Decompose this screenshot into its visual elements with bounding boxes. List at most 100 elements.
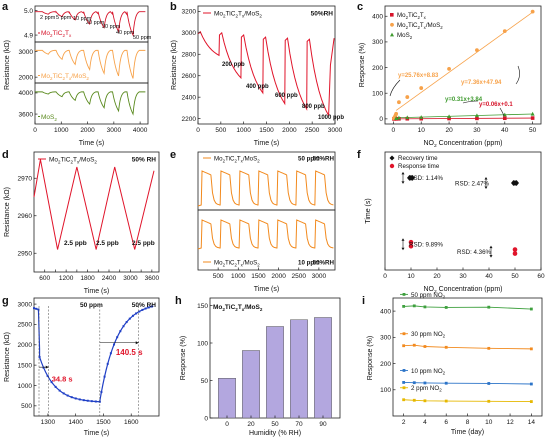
chart-title: Mo2TiC2Tx/MoS2 (213, 304, 263, 312)
y-tick-label: 100 (197, 340, 208, 347)
y-tick-label: 50 (201, 378, 209, 385)
interval-arrowhead (135, 341, 139, 345)
legend-marker (389, 163, 395, 169)
data-point (487, 399, 491, 403)
y-tick-label: 2000 (19, 74, 34, 81)
annotation-arrow (515, 65, 520, 85)
data-point (119, 330, 122, 333)
data-point (135, 312, 138, 315)
legend-text: 50 ppm NO (411, 292, 443, 299)
subscript-text: 2 (86, 76, 89, 81)
label-text: T (420, 12, 424, 19)
x-tick-label: 0 (196, 127, 200, 134)
data-point (444, 381, 448, 385)
x-axis-title: Time (s) (254, 140, 279, 147)
y-tick-label: 2500 (18, 322, 33, 329)
panel-letter: d (2, 149, 9, 161)
label-text: TiC (408, 12, 418, 19)
label-text: TiC (408, 22, 418, 29)
data-point (150, 305, 153, 308)
y-axis-title: Response (%) (359, 43, 366, 87)
concentration-label: 2.5 ppb (96, 240, 119, 247)
y-tick-label: 2960 (18, 213, 33, 220)
data-point (529, 307, 533, 311)
annotation-arrow (499, 107, 505, 117)
x-tick-label: 500 (213, 273, 224, 280)
label-text: T (420, 22, 424, 29)
data-point (46, 374, 49, 377)
x-tick-label: 30 (459, 273, 467, 280)
data-point (116, 336, 119, 339)
data-point (141, 308, 144, 311)
subscript-text: x (77, 160, 80, 165)
x-tick-label: 1600 (124, 419, 139, 426)
series-line (197, 30, 335, 118)
subscript-text: x (424, 25, 427, 30)
data-point (106, 362, 109, 365)
label-text: TiC (226, 11, 236, 18)
subscript-text: 2 (234, 263, 237, 268)
interval-arrowhead (45, 365, 49, 369)
subscript-text: 2 (439, 388, 442, 393)
x-tick-label: 2 (402, 419, 406, 426)
x-axis-title: NO2 Concentration (ppm) (424, 286, 503, 295)
x-tick-label: 1400 (68, 419, 83, 426)
y-tick-label: 100 (380, 387, 391, 394)
data-point (512, 251, 518, 256)
legend-label: MoS2 (397, 32, 413, 40)
rsd-arrowhead (489, 255, 493, 258)
condition-label: 50%RH (311, 11, 334, 18)
data-point (423, 305, 427, 309)
subscript-text: 2 (234, 159, 237, 164)
x-axis-title: Time (s) (254, 286, 279, 293)
concentration-label: 10 ppm (73, 16, 92, 22)
y-tick-label: 1000 (18, 383, 33, 390)
legend-label: 30 ppm NO2 (411, 331, 446, 339)
x-axis-title: Time (s) (79, 140, 104, 147)
data-point (70, 396, 73, 399)
bar (314, 317, 332, 419)
legend-marker (402, 292, 406, 296)
x-tick-label: 1500 (259, 127, 274, 134)
label-text: T (65, 30, 69, 37)
data-point (62, 392, 65, 395)
data-point (50, 381, 53, 384)
x-tick-label: 12 (506, 419, 514, 426)
legend-label: Mo2TiC2Tx/MoS2 (214, 156, 260, 164)
panel-letter: b (170, 1, 177, 13)
legend-label: Recovery time (398, 155, 438, 162)
subscript-text: x (241, 159, 244, 164)
data-point (423, 345, 427, 348)
data-point (86, 399, 89, 402)
data-point (396, 115, 401, 120)
y-tick-label: 5.0 (24, 8, 33, 15)
data-point (405, 95, 410, 99)
x-tick-label: 20 (433, 273, 441, 280)
data-point (447, 116, 451, 121)
concentration-label: 20 ppm (86, 20, 105, 26)
y-tick-label: 1500 (18, 362, 33, 369)
x-tick-label: 8 (466, 419, 470, 426)
concentration-label: 600 ppb (275, 93, 298, 99)
response-time-label: 34.8 s (52, 374, 73, 383)
data-point (109, 352, 112, 355)
x-tick-label: 10 (407, 273, 415, 280)
plot-frame (384, 5, 542, 125)
label-text: T (237, 260, 241, 267)
x-tick-label: 0 (383, 273, 387, 280)
series-line (403, 399, 532, 403)
data-point (397, 100, 401, 105)
data-point (487, 305, 491, 309)
y-tick-label: 300 (372, 39, 383, 46)
y-axis-title: Response (%) (367, 336, 374, 380)
x-tick-label: 3000 (328, 127, 343, 134)
x-tick-label: 10 (418, 127, 426, 134)
label-text: TiC (53, 30, 63, 37)
y-axis-title: Resistance (kΩ) (171, 40, 178, 90)
data-point (33, 307, 35, 310)
legend-label: Mo2TiC2Tx/MoS2 (49, 157, 97, 165)
x-tick-label: 60 (537, 273, 545, 280)
data-point (512, 247, 518, 252)
subscript-text: 2 (434, 289, 437, 295)
label-text: /MoS (79, 157, 95, 164)
